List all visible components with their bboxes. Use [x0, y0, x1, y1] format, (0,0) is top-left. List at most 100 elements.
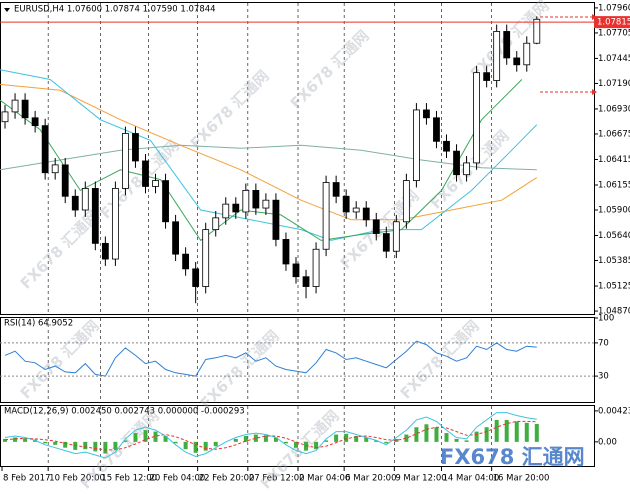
signal-line — [4, 420, 537, 451]
y-tick-label: 70 — [598, 338, 609, 348]
histogram-bar — [123, 440, 128, 442]
x-tick-label: 6 Mar 20:00 — [345, 474, 396, 484]
x-tick-label: 15 Feb 12:00 — [101, 474, 157, 484]
candle-body — [122, 133, 129, 189]
histogram-bar — [133, 433, 138, 442]
candle-body — [232, 203, 240, 213]
x-tick-label: 10 Feb 20:00 — [49, 474, 105, 484]
histogram-bar — [444, 433, 449, 442]
histogram-bar — [203, 441, 208, 451]
candle-body — [533, 18, 541, 44]
x-tick-label: 20 Feb 04:00 — [150, 474, 206, 484]
candle-body — [91, 188, 99, 244]
histogram-bar — [344, 433, 349, 442]
histogram-bar — [53, 441, 58, 445]
histogram-bar — [183, 441, 188, 450]
candle-body — [51, 164, 59, 174]
logo: FX678 汇通网 — [440, 445, 585, 469]
candle-body — [242, 189, 250, 213]
candle-body — [392, 221, 400, 252]
rsi-line — [4, 340, 537, 377]
histogram-bar — [394, 438, 399, 442]
histogram-bar — [163, 436, 168, 442]
candle-body — [493, 31, 501, 81]
menu-icon — [4, 8, 10, 12]
histogram-bar — [83, 441, 88, 450]
x-tick-label: 2 Mar 04:00 — [299, 474, 350, 484]
x-tick-label: 16 Mar 20:00 — [493, 474, 550, 484]
histogram-bar — [324, 440, 329, 442]
histogram-bar — [13, 437, 18, 442]
histogram-bar — [273, 437, 278, 442]
candle-body — [272, 199, 280, 240]
candle-body — [342, 195, 350, 213]
histogram-bar — [93, 441, 98, 452]
histogram-bar — [514, 421, 519, 442]
candle-body — [443, 140, 450, 152]
x-tick-label: 27 Feb 12:00 — [249, 474, 305, 484]
y-tick-label: 1.05900 — [598, 206, 630, 216]
candle-body — [192, 268, 200, 287]
y-tick-label: 1.06930 — [598, 104, 630, 114]
histogram-bar — [283, 441, 288, 444]
histogram-bar — [374, 440, 379, 442]
histogram-bar — [293, 441, 298, 448]
watermark: FX678 汇通网 — [17, 207, 103, 293]
candle-body — [262, 199, 270, 209]
histogram-bar — [414, 427, 419, 442]
histogram-bar — [113, 441, 118, 450]
histogram-bar — [424, 424, 429, 442]
candle-body — [282, 239, 290, 265]
histogram-bar — [173, 441, 178, 444]
histogram-bar — [233, 438, 238, 442]
candle-body — [513, 57, 521, 66]
candle-body — [372, 219, 380, 234]
moving-average — [0, 79, 523, 242]
y-tick-label: 30 — [598, 372, 609, 382]
watermark: FX678 汇通网 — [197, 327, 283, 413]
histogram-bar — [263, 435, 268, 442]
candle-body — [523, 42, 531, 66]
y-tick-label: 1.06155 — [598, 180, 630, 190]
candle-body — [11, 99, 19, 113]
candle-body — [132, 133, 139, 162]
candle-body — [172, 221, 179, 255]
histogram-bar — [3, 438, 8, 442]
candle-body — [503, 31, 511, 59]
histogram-bar — [43, 441, 48, 444]
candle-body — [182, 253, 190, 270]
candle-body — [202, 229, 210, 287]
histogram-bar — [524, 422, 529, 442]
macd-panel — [0, 405, 595, 467]
price-arrows — [540, 16, 592, 93]
histogram-bar — [484, 427, 489, 442]
y-tick-label: 1.07960 — [598, 3, 630, 13]
candle-body — [483, 72, 491, 81]
candle-body — [1, 111, 9, 123]
candle-body — [463, 162, 470, 176]
candle-body — [433, 117, 440, 142]
histogram-bar — [153, 431, 158, 442]
watermark: FX678 汇通网 — [397, 317, 483, 403]
candle-body — [31, 117, 39, 127]
histogram-bar — [454, 438, 459, 442]
moving-average — [0, 69, 538, 241]
histogram-bar — [103, 441, 108, 454]
main-panel — [0, 2, 595, 315]
candle-body — [21, 99, 29, 119]
rsi-panel — [0, 317, 595, 403]
histogram-bar — [304, 441, 309, 451]
y-tick-label: 1.05385 — [598, 256, 630, 266]
histogram-bar — [193, 441, 198, 453]
moving-average — [0, 83, 538, 221]
candle-body — [101, 242, 109, 260]
candle-body — [382, 233, 390, 252]
chart-title: EURUSD,H4 1.07600 1.07874 1.07590 1.0784… — [14, 5, 216, 15]
candle-body — [302, 276, 310, 287]
candle-body — [252, 189, 260, 209]
current-price-box — [594, 16, 630, 29]
candle-body — [322, 182, 330, 250]
macd-title: MACD(12,26,9) 0.002450 0.002743 0.000000… — [4, 407, 245, 417]
y-tick-label: 1.05125 — [598, 282, 630, 292]
candle-body — [71, 195, 79, 211]
